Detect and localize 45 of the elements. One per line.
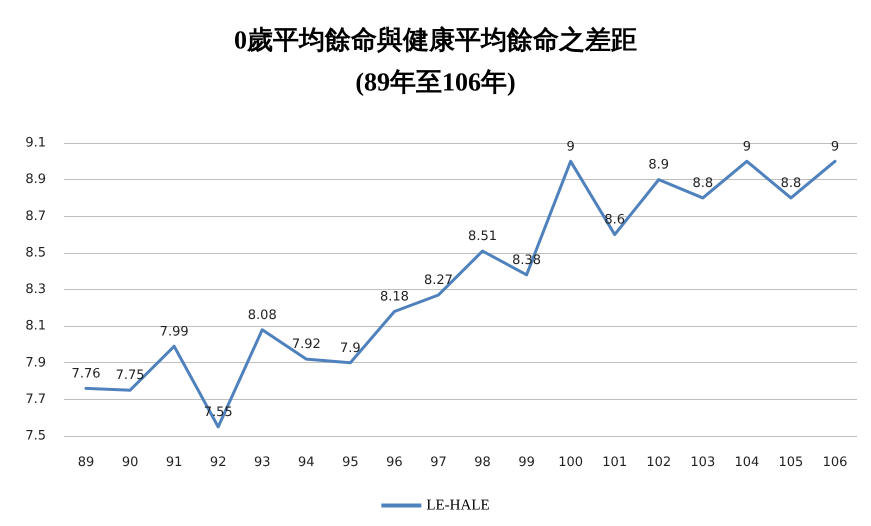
x-tick-label: 101 [602, 455, 628, 470]
data-label: 8.51 [468, 229, 498, 244]
x-tick-label: 100 [558, 455, 584, 470]
x-tick-label: 93 [254, 455, 271, 470]
x-tick-label: 102 [646, 455, 672, 470]
data-label: 7.76 [72, 366, 101, 382]
y-tick-label: 9.1 [25, 136, 46, 150]
x-tick-label: 106 [822, 455, 848, 470]
y-tick-label: 8.1 [25, 318, 46, 334]
data-label: 7.99 [160, 324, 189, 340]
y-tick-label: 8.7 [25, 208, 46, 224]
x-tick-label: 89 [78, 455, 94, 470]
x-tick-label: 97 [430, 455, 447, 470]
y-tick-label: 7.7 [25, 392, 46, 407]
data-label: 8.08 [248, 308, 277, 323]
data-label: 8.18 [380, 289, 409, 304]
x-tick-label: 104 [734, 455, 760, 470]
x-tick-label: 95 [342, 455, 359, 470]
y-tick-label: 8.9 [25, 172, 46, 188]
data-label: 7.92 [292, 337, 321, 352]
chart-title: 0歲平均餘命與健康平均餘命之差距 [234, 26, 637, 54]
x-tick-label: 92 [210, 455, 226, 470]
x-tick-label: 94 [298, 455, 315, 470]
data-label: 8.8 [780, 176, 802, 191]
x-tick-label: 105 [778, 455, 804, 470]
data-label: 9 [830, 139, 840, 154]
chart-subtitle: (89年至106年) [355, 68, 516, 96]
x-tick-label: 96 [386, 455, 403, 470]
x-tick-label: 91 [166, 455, 182, 470]
data-label: 9 [566, 139, 575, 154]
x-tick-label: 103 [690, 455, 716, 470]
x-tick-label: 98 [474, 455, 491, 470]
x-tick-label: 99 [518, 455, 535, 470]
legend-label: LE-HALE [426, 498, 490, 514]
data-label: 8.27 [424, 272, 453, 288]
y-tick-label: 8.3 [25, 282, 46, 297]
y-tick-label: 7.5 [25, 428, 46, 444]
data-label: 7.9 [340, 340, 361, 356]
x-tick-label: 90 [122, 455, 138, 470]
y-tick-label: 8.5 [25, 245, 46, 260]
data-label: 7.75 [116, 368, 145, 384]
data-label: 8.8 [692, 176, 714, 191]
y-tick-label: 7.9 [25, 355, 46, 370]
data-label: 9 [742, 139, 751, 154]
data-label: 8.9 [648, 158, 670, 173]
